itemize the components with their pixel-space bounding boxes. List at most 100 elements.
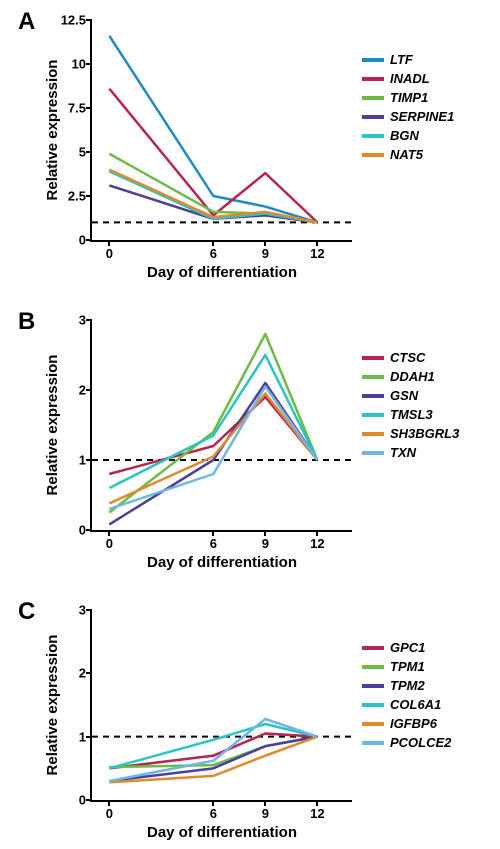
legend-item: COL6A1 bbox=[362, 697, 451, 712]
legend-item: IGFBP6 bbox=[362, 716, 451, 731]
series-line bbox=[109, 89, 317, 223]
legend-swatch bbox=[362, 375, 384, 379]
ytick-label: 10 bbox=[72, 57, 86, 72]
legend-item: DDAH1 bbox=[362, 369, 459, 384]
legend-item: GPC1 bbox=[362, 640, 451, 655]
legend-item: SH3BGRL3 bbox=[362, 426, 459, 441]
legend-swatch bbox=[362, 134, 384, 138]
xtick-label: 0 bbox=[106, 246, 113, 261]
panel-label-A: A bbox=[18, 8, 35, 36]
legend-swatch bbox=[362, 77, 384, 81]
legend-label: TXN bbox=[390, 445, 416, 460]
legend-swatch bbox=[362, 646, 384, 650]
x-axis-label: Day of differentiation bbox=[147, 554, 297, 571]
legend-item: TMSL3 bbox=[362, 407, 459, 422]
x-axis-label: Day of differentiation bbox=[147, 824, 297, 841]
panel-label-B: B bbox=[18, 308, 35, 336]
chart-svg-A bbox=[92, 20, 352, 240]
legend-swatch bbox=[362, 741, 384, 745]
legend-label: TPM1 bbox=[390, 659, 425, 674]
legend-item: CTSC bbox=[362, 350, 459, 365]
legend-swatch bbox=[362, 665, 384, 669]
legend-label: TIMP1 bbox=[390, 90, 428, 105]
legend-label: NAT5 bbox=[390, 147, 423, 162]
legend-label: GPC1 bbox=[390, 640, 425, 655]
legend-item: GSN bbox=[362, 388, 459, 403]
ytick-label: 7.5 bbox=[68, 101, 86, 116]
ytick-label: 1 bbox=[79, 729, 86, 744]
xtick-label: 9 bbox=[262, 246, 269, 261]
xtick-label: 0 bbox=[106, 806, 113, 821]
legend-label: COL6A1 bbox=[390, 697, 441, 712]
chart-svg-C bbox=[92, 610, 352, 800]
legend-swatch bbox=[362, 96, 384, 100]
legend-label: TPM2 bbox=[390, 678, 425, 693]
xtick-label: 12 bbox=[310, 806, 324, 821]
ytick-label: 2 bbox=[79, 383, 86, 398]
xtick-label: 6 bbox=[210, 806, 217, 821]
ytick-label: 5 bbox=[79, 145, 86, 160]
series-line bbox=[109, 383, 317, 524]
x-axis-label: Day of differentiation bbox=[147, 264, 297, 281]
legend-swatch bbox=[362, 394, 384, 398]
legend-swatch bbox=[362, 115, 384, 119]
y-axis-label: Relative expression bbox=[44, 60, 61, 201]
legend-swatch bbox=[362, 58, 384, 62]
ytick-label: 3 bbox=[79, 603, 86, 618]
y-axis-label: Relative expression bbox=[44, 355, 61, 496]
legend-label: TMSL3 bbox=[390, 407, 433, 422]
ytick-label: 0 bbox=[79, 793, 86, 808]
ytick-label: 12.5 bbox=[61, 13, 86, 28]
xtick-label: 9 bbox=[262, 806, 269, 821]
legend-B: CTSC DDAH1 GSN TMSL3 SH3BGRL3 TXN bbox=[362, 350, 459, 464]
ytick-label: 0 bbox=[79, 233, 86, 248]
xtick-label: 0 bbox=[106, 536, 113, 551]
legend-label: CTSC bbox=[390, 350, 425, 365]
chart-svg-B bbox=[92, 320, 352, 530]
legend-item: INADL bbox=[362, 71, 454, 86]
legend-swatch bbox=[362, 153, 384, 157]
legend-item: TPM1 bbox=[362, 659, 451, 674]
xtick-label: 12 bbox=[310, 246, 324, 261]
legend-item: BGN bbox=[362, 128, 454, 143]
legend-item: TXN bbox=[362, 445, 459, 460]
legend-swatch bbox=[362, 684, 384, 688]
ytick-label: 2 bbox=[79, 666, 86, 681]
legend-item: TPM2 bbox=[362, 678, 451, 693]
legend-label: DDAH1 bbox=[390, 369, 435, 384]
panel-label-C: C bbox=[18, 598, 35, 626]
y-axis-label: Relative expression bbox=[44, 635, 61, 776]
legend-label: BGN bbox=[390, 128, 419, 143]
legend-swatch bbox=[362, 722, 384, 726]
legend-label: SERPINE1 bbox=[390, 109, 454, 124]
legend-swatch bbox=[362, 356, 384, 360]
legend-C: GPC1 TPM1 TPM2 COL6A1 IGFBP6 PCOLCE2 bbox=[362, 640, 451, 754]
ytick-label: 1 bbox=[79, 453, 86, 468]
legend-swatch bbox=[362, 432, 384, 436]
xtick-label: 12 bbox=[310, 536, 324, 551]
xtick-label: 6 bbox=[210, 246, 217, 261]
legend-label: IGFBP6 bbox=[390, 716, 437, 731]
legend-swatch bbox=[362, 451, 384, 455]
legend-swatch bbox=[362, 413, 384, 417]
legend-label: GSN bbox=[390, 388, 418, 403]
legend-item: PCOLCE2 bbox=[362, 735, 451, 750]
legend-label: INADL bbox=[390, 71, 430, 86]
legend-label: PCOLCE2 bbox=[390, 735, 451, 750]
legend-label: LTF bbox=[390, 52, 413, 67]
ytick-label: 3 bbox=[79, 313, 86, 328]
plot-area-A: 02.557.51012.506912Relative expressionDa… bbox=[90, 20, 352, 242]
legend-swatch bbox=[362, 703, 384, 707]
legend-label: SH3BGRL3 bbox=[390, 426, 459, 441]
xtick-label: 9 bbox=[262, 536, 269, 551]
legend-A: LTF INADL TIMP1 SERPINE1 BGN NAT5 bbox=[362, 52, 454, 166]
legend-item: LTF bbox=[362, 52, 454, 67]
legend-item: NAT5 bbox=[362, 147, 454, 162]
figure: A 02.557.51012.506912Relative expressionD… bbox=[0, 0, 500, 849]
legend-item: TIMP1 bbox=[362, 90, 454, 105]
legend-item: SERPINE1 bbox=[362, 109, 454, 124]
xtick-label: 6 bbox=[210, 536, 217, 551]
plot-area-C: 012306912Relative expressionDay of diffe… bbox=[90, 610, 352, 802]
plot-area-B: 012306912Relative expressionDay of diffe… bbox=[90, 320, 352, 532]
ytick-label: 0 bbox=[79, 523, 86, 538]
